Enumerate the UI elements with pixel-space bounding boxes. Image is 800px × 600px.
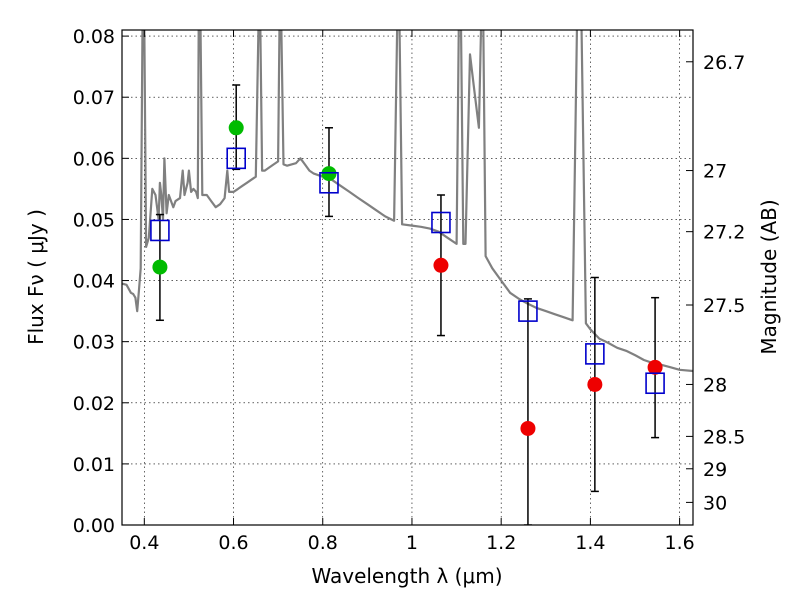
x-tick-label: 0.8 [308,532,338,554]
x-tick-label: 1.4 [575,532,605,554]
observed-flux-point [152,259,168,275]
y-tick-label: 0.01 [73,454,115,476]
grid [122,30,693,525]
y-tick-label: 0.00 [73,515,115,537]
y-axis-label: Flux Fν ( μJy ) [24,209,48,345]
y-tick-label: 0.04 [73,271,115,293]
magnitude-tick-label: 29 [703,459,727,481]
x-tick-label: 1 [406,532,418,554]
magnitude-tick-label: 27.2 [703,222,745,244]
y-tick-label: 0.08 [73,26,115,48]
model-photometry-square [319,171,339,194]
data-markers [150,120,665,436]
x-tick-label: 1.2 [486,532,516,554]
x-tick-label: 0.6 [218,532,248,554]
x-axis-label: Wavelength λ (μm) [311,564,502,588]
x-tick-label: 1.6 [665,532,695,554]
model-photometry-square [645,372,665,395]
x-tick-label: 0.4 [129,532,159,554]
model-photometry-square [150,219,170,242]
plot-frame [121,29,694,526]
magnitude-tick-label: 26.7 [703,52,745,74]
y-tick-label: 0.02 [73,393,115,415]
y-tick-label: 0.06 [73,148,115,170]
x-axis-ticks: 0.4 0.6 0.8 1 1.2 1.4 1.6 [129,30,695,554]
magnitude-tick-label: 27 [703,161,727,183]
y-tick-label: 0.05 [73,209,115,231]
magnitude-tick-label: 27.5 [703,295,745,317]
observed-flux-point [647,359,663,375]
model-photometry-square [226,147,246,170]
observed-flux-point [433,257,449,273]
model-spectrum-line [122,30,693,373]
y-tick-label: 0.07 [73,87,115,109]
model-photometry-square [431,211,451,234]
model-photometry-square [518,300,538,322]
magnitude-axis-label: Magnitude (AB) [757,199,781,354]
observed-flux-point [520,420,536,436]
model-spectrum [122,30,693,373]
magnitude-tick-label: 28 [703,374,727,396]
observed-flux-point [228,120,244,136]
y-axis-ticks: 0.00 0.01 0.02 0.03 0.04 0.05 0.06 0.07 0.08 [73,26,129,537]
model-photometry-square [585,343,605,365]
magnitude-tick-label: 28.5 [703,426,745,448]
y-tick-label: 0.03 [73,332,115,354]
observed-flux-point [321,166,337,182]
magnitude-axis-ticks: 26.7 27 27.2 27.5 28 28.5 29 30 [686,52,745,514]
magnitude-tick-label: 30 [703,492,727,514]
observed-flux-point [587,376,603,392]
